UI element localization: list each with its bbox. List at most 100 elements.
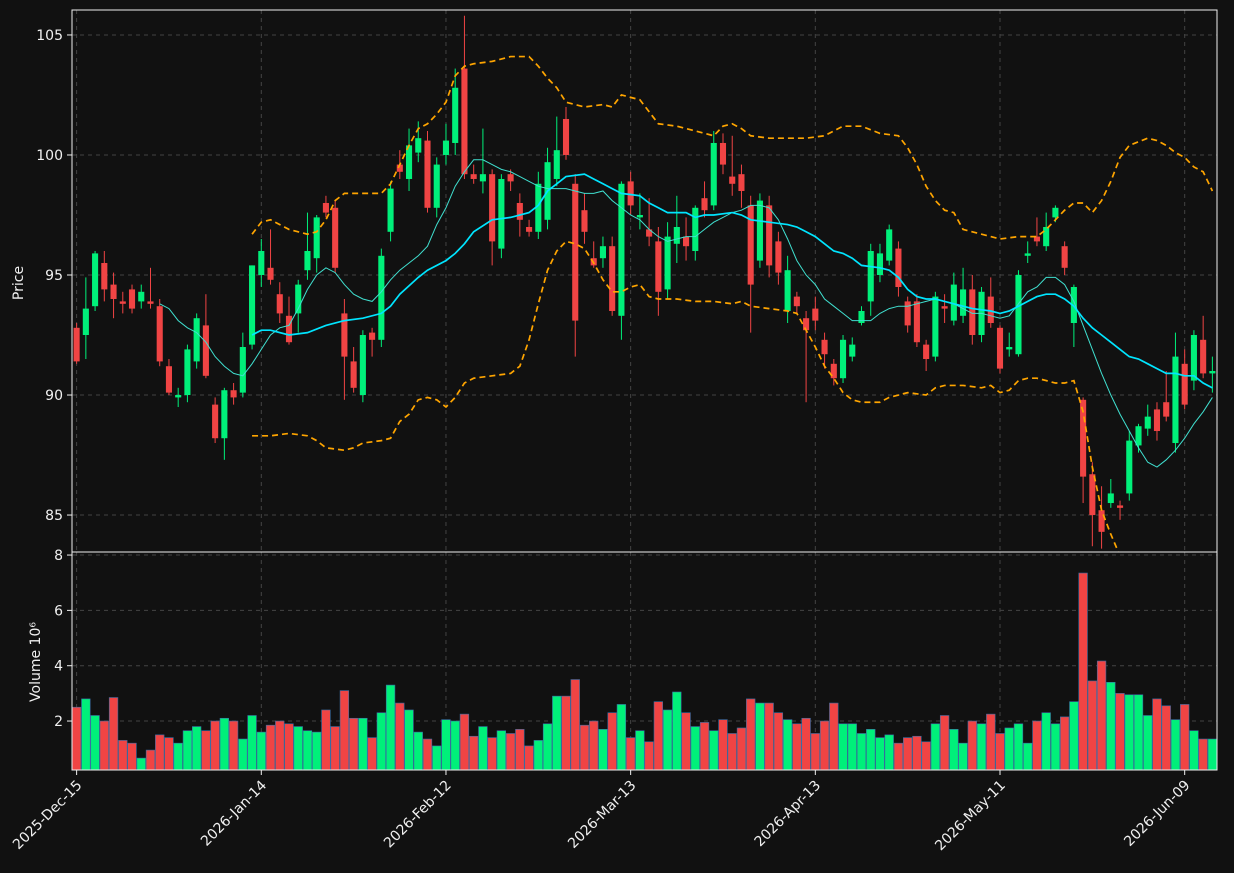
candle-body — [156, 306, 163, 362]
candle-body — [562, 118, 570, 155]
volume-bar — [736, 727, 747, 770]
candle-body — [886, 229, 893, 261]
candle-body — [812, 308, 819, 321]
volume-bar — [450, 720, 460, 770]
volume-bar — [413, 731, 423, 770]
candle-body — [553, 150, 560, 179]
candle-body — [433, 164, 440, 208]
candle-body — [821, 339, 828, 355]
candle-body — [655, 241, 662, 292]
volume-bar — [155, 734, 165, 770]
volume-bar — [265, 724, 276, 770]
volume-bar — [99, 720, 109, 770]
volume-bar — [136, 757, 146, 770]
candle-body — [876, 253, 884, 275]
volume-bar — [866, 729, 876, 770]
volume-bar — [672, 691, 682, 770]
candle-body — [110, 284, 117, 300]
candle-body — [572, 183, 579, 321]
volume-bar — [958, 742, 968, 770]
volume-frame — [71, 551, 1218, 771]
candle-body — [701, 198, 708, 211]
candle-body — [756, 200, 763, 261]
volume-bar — [1087, 680, 1097, 770]
candle-body — [526, 226, 533, 232]
volume-bar — [1004, 727, 1014, 770]
volume-bar — [662, 709, 673, 770]
candle-body — [849, 344, 856, 357]
candle-body — [987, 296, 994, 324]
volume-bar — [1060, 716, 1070, 770]
volume-bar — [884, 734, 894, 770]
volume-bar — [515, 729, 525, 770]
candle-body — [599, 246, 606, 259]
candle-body — [1043, 226, 1050, 247]
volume-bar — [976, 723, 987, 770]
candle-body — [1163, 402, 1170, 417]
candle-body — [295, 284, 302, 314]
candle-body — [747, 205, 754, 285]
candle-body — [396, 164, 403, 172]
volume-bar — [1096, 660, 1107, 770]
volume-bar — [1041, 712, 1051, 770]
volume-bar — [903, 737, 913, 770]
candle-body — [636, 214, 643, 218]
volume-bar — [856, 733, 867, 770]
volume-bar — [201, 730, 211, 770]
volume-bar — [838, 723, 848, 770]
candle-body — [1144, 416, 1151, 429]
volume-bar — [681, 712, 691, 770]
candle-body — [664, 236, 671, 290]
volume-bar — [616, 704, 627, 770]
volume-bar — [552, 695, 562, 770]
volume-bar — [339, 690, 350, 770]
candle-body — [719, 142, 727, 165]
candle-body — [507, 174, 514, 182]
volume-bar — [478, 726, 488, 770]
y-tick-label: 90 — [45, 388, 63, 404]
volume-bar — [173, 742, 183, 770]
y-tick-label: 85 — [45, 508, 63, 524]
candle-body — [673, 226, 680, 244]
volume-bar — [533, 740, 543, 770]
candle-body — [369, 332, 376, 340]
candle-body — [341, 313, 348, 357]
candle-body — [92, 253, 99, 307]
candle-body — [830, 363, 837, 379]
volume-bar — [755, 702, 765, 770]
volume-bar — [108, 697, 119, 770]
candle-body — [1126, 440, 1133, 494]
overlay-line — [159, 159, 1213, 468]
candle-body — [387, 188, 394, 232]
volume-bar — [598, 729, 608, 770]
volume-bar — [589, 720, 599, 770]
volume-bar — [228, 720, 239, 770]
volume-bar — [912, 735, 922, 770]
volume-bar — [524, 745, 534, 770]
volume-bar — [395, 702, 405, 770]
candle-body — [1200, 339, 1207, 374]
candles — [73, 15, 1216, 549]
candle-body — [1116, 505, 1124, 508]
candle-body — [1190, 335, 1197, 381]
candle-body — [212, 404, 219, 439]
candle-body — [258, 250, 265, 275]
volume-bars — [72, 572, 1217, 770]
volume-bar — [81, 698, 91, 770]
volume-bar — [718, 719, 728, 770]
overlays — [159, 55, 1214, 552]
candle-body — [618, 183, 625, 316]
volume-bar — [1106, 682, 1116, 770]
y-tick-label: 100 — [36, 148, 63, 164]
volume-bar — [1069, 701, 1079, 770]
candle-body — [895, 248, 902, 288]
candle-body — [867, 250, 874, 302]
candle-body — [73, 327, 80, 362]
volume-bar — [792, 723, 802, 770]
volume-bar — [505, 733, 516, 770]
volume-bar — [275, 720, 285, 770]
volume-bar — [875, 737, 885, 770]
overlay-line — [251, 55, 1214, 240]
